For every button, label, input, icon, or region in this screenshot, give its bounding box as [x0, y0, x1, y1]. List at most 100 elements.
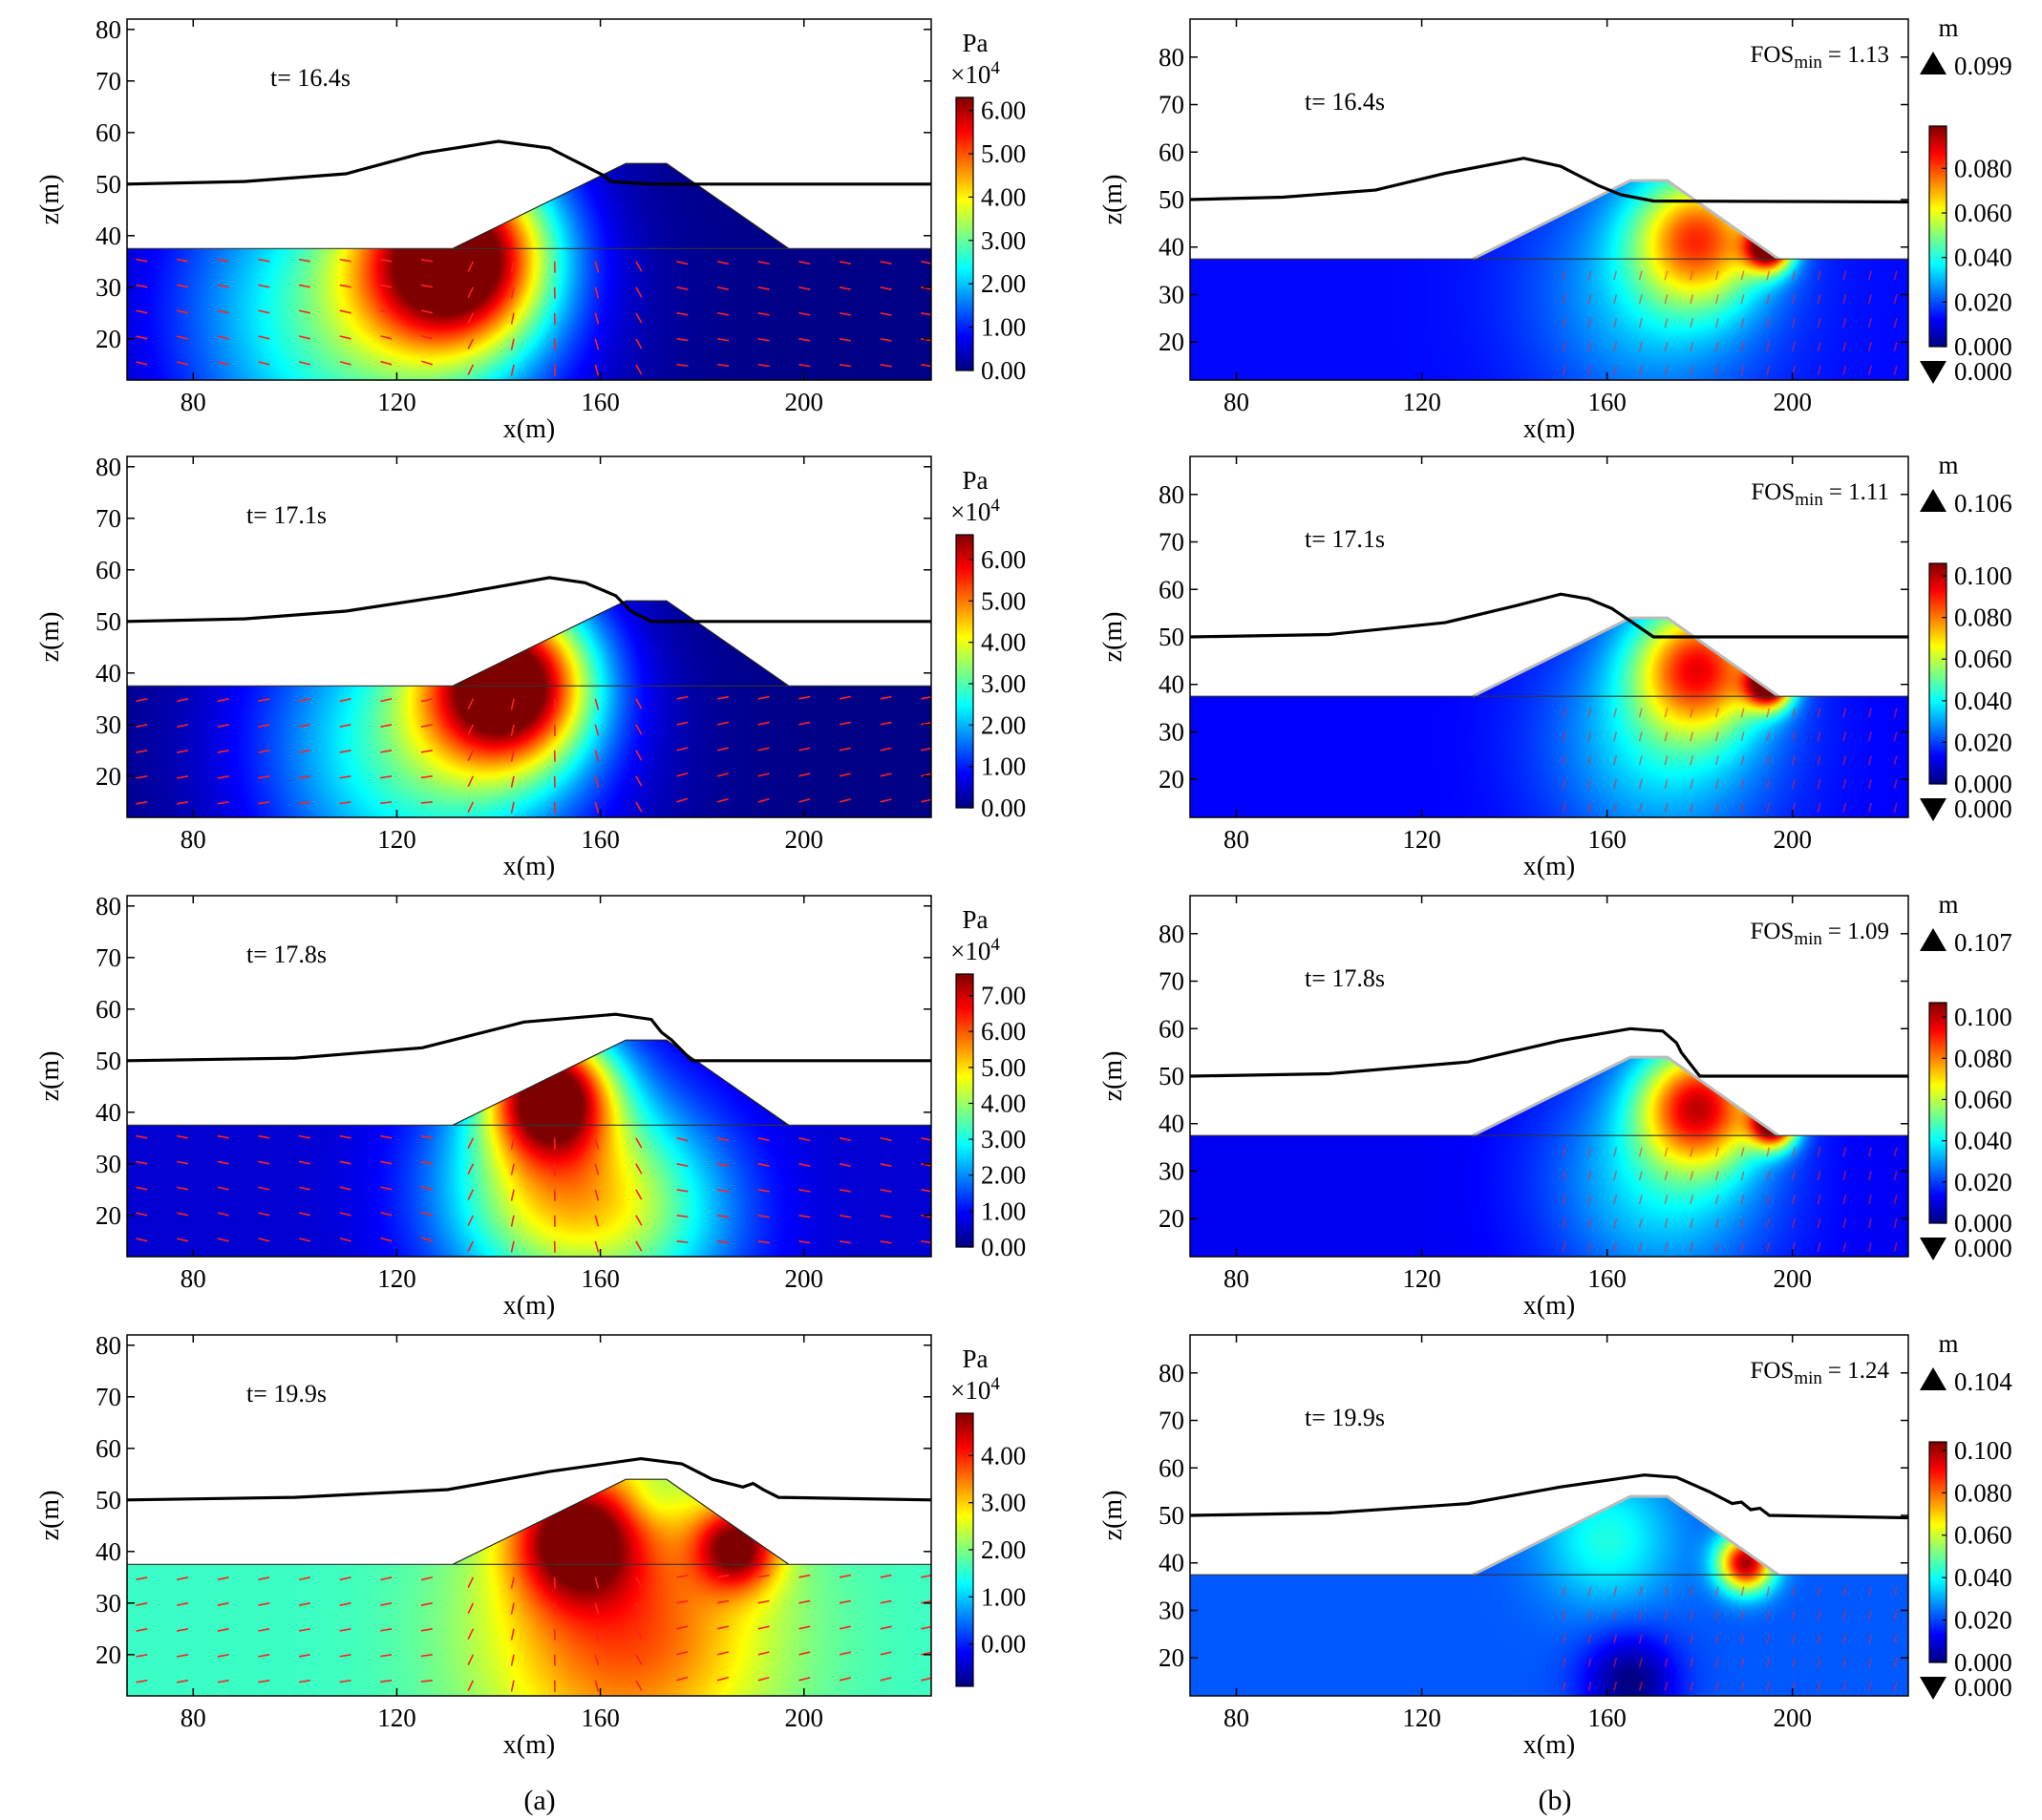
vector-arrow	[839, 1240, 852, 1244]
vector-arrow	[676, 1137, 689, 1142]
vector-arrow	[1893, 708, 1898, 718]
vector-arrow	[1867, 731, 1872, 742]
colorbar-unit: m	[1938, 13, 1958, 42]
vector-arrow	[1664, 318, 1669, 328]
y-tick-label: 80	[96, 1331, 121, 1360]
vector-arrow	[217, 724, 229, 728]
vector-arrow	[1690, 1241, 1694, 1252]
vector-arrow	[1562, 802, 1566, 813]
vector-arrow	[757, 1189, 770, 1193]
y-tick-label: 50	[1159, 623, 1184, 651]
x-tick-label: 200	[1773, 1704, 1812, 1732]
vector-arrow	[1638, 1241, 1643, 1252]
vector-arrow	[1714, 270, 1719, 281]
vector-arrow	[594, 364, 600, 376]
x-tick-label: 80	[1223, 1264, 1249, 1293]
vector-arrow	[298, 1680, 310, 1683]
colorbar-tick-label: 2.00	[981, 710, 1026, 739]
vector-arrow	[798, 338, 811, 342]
vector-arrow	[136, 1628, 148, 1632]
vector-arrow	[467, 724, 475, 735]
vector-arrow	[1867, 1610, 1872, 1620]
vector-arrow	[839, 364, 852, 368]
vector-arrow	[1714, 1147, 1719, 1157]
vector-arrow	[1867, 1586, 1872, 1597]
x-tick-label: 120	[377, 825, 416, 854]
vector-arrow	[1638, 1218, 1643, 1229]
vector-arrow	[217, 1134, 229, 1139]
vector-arrow	[1587, 270, 1592, 281]
vector-arrow	[258, 775, 270, 779]
vector-arrow	[1613, 1147, 1618, 1157]
x-tick-label: 80	[181, 1704, 206, 1732]
vector-arrow	[217, 1628, 229, 1632]
vector-arrow	[1791, 1171, 1796, 1181]
vector-arrow	[217, 1212, 229, 1217]
vector-arrow	[594, 775, 600, 788]
vector-arrow	[635, 1577, 643, 1588]
vector-arrow	[1893, 1610, 1898, 1620]
x-tick-label: 160	[581, 825, 620, 854]
vector-arrow	[420, 334, 433, 340]
vector-arrow	[339, 1160, 351, 1165]
vector-arrow	[1766, 779, 1771, 790]
vector-arrow	[1562, 1658, 1566, 1668]
vector-arrow	[1562, 294, 1566, 305]
colorbar-unit: m	[1938, 451, 1958, 479]
vector-arrow	[1664, 1195, 1669, 1205]
vector-arrow	[880, 364, 892, 368]
vector-arrow	[1690, 270, 1694, 281]
colorbar-tick-label: 0.040	[1954, 687, 2012, 715]
vector-arrow	[467, 1240, 475, 1252]
vector-arrow	[1714, 802, 1719, 813]
y-tick-label: 20	[1159, 765, 1184, 794]
y-tick-label: 30	[1159, 280, 1184, 308]
y-tick-label: 30	[1159, 717, 1184, 746]
fos-value: = 1.13	[1828, 42, 1889, 68]
vector-arrow	[1562, 270, 1566, 281]
colorbar-tick-label: 0.000	[1954, 332, 2012, 361]
colorbar-tick-label: 0.000	[1954, 770, 2012, 798]
vector-arrow	[467, 1680, 475, 1691]
vector-arrow	[467, 364, 475, 375]
vector-arrow	[1690, 708, 1694, 718]
vector-arrow	[635, 1215, 643, 1226]
vector-arrow	[136, 335, 148, 340]
vector-arrow	[839, 695, 852, 700]
colorbar-tick-label: 4.00	[981, 1089, 1026, 1117]
panel-a1: 80 120 160 200 20 30 40 50 60 70 80 x(m) z(m) t= 16.4…	[35, 15, 1026, 444]
vector-arrow	[217, 335, 229, 340]
colorbar-scale-exp: 4	[990, 935, 1000, 955]
y-tick-label: 30	[1159, 1156, 1184, 1185]
vector-arrow	[1638, 270, 1643, 281]
y-tick-label: 80	[96, 453, 121, 481]
vector-arrow	[1740, 294, 1745, 305]
colorbar-tick-label: 4.00	[981, 628, 1026, 657]
field-b1	[1190, 180, 1908, 380]
colorbar-tick-label: 0.060	[1954, 199, 2012, 227]
vector-arrow	[1690, 779, 1694, 790]
vector-arrow	[176, 1654, 189, 1658]
x-tick-label: 120	[1402, 1264, 1441, 1293]
vector-arrow	[1842, 1586, 1847, 1597]
y-axis-label: z(m)	[1098, 1051, 1128, 1102]
vector-arrow	[1613, 731, 1618, 742]
vector-arrow	[258, 284, 270, 288]
vector-arrow	[1664, 1147, 1669, 1157]
vector-arrow	[1664, 731, 1669, 742]
y-tick-label: 60	[1159, 1014, 1184, 1043]
vector-arrow	[258, 1654, 270, 1658]
vector-arrow	[1817, 1634, 1821, 1644]
y-tick-label: 70	[96, 943, 121, 972]
column-label-a: (a)	[523, 1785, 555, 1816]
vector-arrow	[176, 775, 189, 779]
colorbar-tick-label: 2.00	[981, 269, 1026, 298]
vector-arrow	[217, 801, 229, 805]
vector-arrow	[298, 1654, 310, 1658]
vector-arrow	[716, 772, 730, 777]
colorbar-tick-label: 0.080	[1954, 1044, 2012, 1072]
fos-name: FOS	[1750, 42, 1794, 68]
vector-arrow	[757, 338, 770, 342]
vector-arrow	[1714, 1171, 1719, 1181]
y-tick-label: 20	[96, 1640, 121, 1669]
